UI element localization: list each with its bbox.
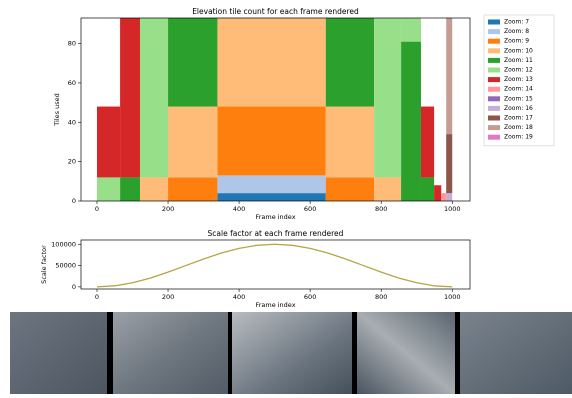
legend-label: Zoom: 12: [504, 67, 533, 74]
legend-swatch: [488, 39, 500, 44]
legend-swatch: [488, 48, 500, 53]
bar-segment: [217, 175, 325, 193]
frame-image: [113, 312, 228, 394]
x-tick-label: 400: [233, 205, 245, 213]
bar-segment: [434, 185, 441, 201]
chart-title: Elevation tile count for each frame rend…: [192, 7, 359, 16]
legend-label: Zoom: 15: [504, 95, 533, 102]
bar-segment: [217, 18, 325, 107]
y-axis-label: Scale factor: [40, 245, 48, 284]
y-tick-label: 80: [68, 40, 76, 48]
legend-swatch: [488, 96, 500, 101]
bar-segment: [168, 18, 217, 107]
legend-swatch: [488, 68, 500, 73]
y-tick-label: 100000: [51, 240, 76, 248]
bar-segment: [401, 42, 421, 201]
y-tick-label: 20: [68, 158, 76, 166]
bar-segment: [168, 177, 217, 201]
line: [97, 244, 452, 287]
legend-label: Zoom: 9: [504, 38, 529, 45]
bar-segment: [326, 177, 374, 201]
y-tick-label: 60: [68, 79, 76, 87]
legend-label: Zoom: 11: [504, 57, 533, 64]
bar-segment: [97, 107, 120, 178]
y-axis-label: Tiles used: [53, 93, 61, 126]
y-tick-label: 50000: [55, 262, 76, 270]
x-tick-label: 800: [375, 205, 387, 213]
bar-segment: [140, 177, 168, 201]
y-tick-label: 0: [72, 283, 76, 291]
bar-segment: [120, 18, 140, 177]
x-tick-label: 0: [95, 293, 99, 301]
frame-image: [357, 312, 455, 394]
legend-label: Zoom: 14: [504, 86, 533, 93]
separator: [107, 312, 113, 394]
legend-swatch: [488, 20, 500, 25]
bar-segment: [217, 193, 325, 201]
separator: [228, 312, 232, 394]
bar-segment: [421, 177, 434, 201]
legend-label: Zoom: 13: [504, 76, 533, 83]
legend-label: Zoom: 10: [504, 47, 533, 54]
y-tick-label: 40: [68, 118, 76, 126]
legend-label: Zoom: 19: [504, 134, 533, 141]
bar-segment: [446, 193, 452, 201]
x-tick-label: 400: [233, 293, 245, 301]
x-tick-label: 1000: [444, 293, 461, 301]
bar-segment: [374, 177, 401, 201]
bar-segment: [446, 18, 452, 134]
bar-segment: [374, 18, 401, 177]
legend-label: Zoom: 16: [504, 105, 533, 112]
x-tick-label: 600: [304, 205, 316, 213]
legend-label: Zoom: 18: [504, 124, 533, 131]
bar-segment: [326, 18, 374, 107]
x-tick-label: 200: [162, 293, 174, 301]
bar-segment: [140, 18, 168, 177]
legend-swatch: [488, 125, 500, 130]
legend-swatch: [488, 29, 500, 34]
frame-image: [232, 312, 352, 394]
legend-label: Zoom: 8: [504, 28, 529, 35]
x-tick-label: 600: [304, 293, 316, 301]
figure: Zoom: 7 Zoom: 8 Zoom: 9 Zoom: 10 Zoom: 11 Zoo…: [0, 0, 572, 394]
frame-image: [460, 312, 572, 394]
bar-segment: [97, 177, 120, 201]
bar-segment: [168, 107, 217, 178]
bar-segment: [120, 177, 140, 201]
bar-segment: [421, 107, 434, 178]
x-tick-label: 1000: [444, 205, 461, 213]
legend-swatch: [488, 87, 500, 92]
image-strip: [10, 312, 572, 394]
x-tick-label: 200: [162, 205, 174, 213]
legend-swatch: [488, 135, 500, 140]
bar-segment: [401, 18, 421, 42]
legend-swatch: [488, 77, 500, 82]
legend-swatch: [488, 106, 500, 111]
legend-swatch: [488, 58, 500, 63]
legend-label: Zoom: 7: [504, 19, 529, 26]
separator: [455, 312, 460, 394]
bar-segment: [441, 193, 446, 201]
legend-label: Zoom: 17: [504, 115, 533, 122]
y-tick-label: 0: [72, 197, 76, 205]
legend-swatch: [488, 116, 500, 121]
x-axis-label: Frame index: [255, 301, 295, 309]
frame-image: [10, 312, 107, 394]
bar-segment: [446, 134, 452, 193]
x-axis-label: Frame index: [255, 213, 295, 221]
bar-segment: [217, 107, 325, 176]
x-tick-label: 0: [95, 205, 99, 213]
separator: [352, 312, 357, 394]
page: Zoom: 7 Zoom: 8 Zoom: 9 Zoom: 10 Zoom: 11 Zoo…: [0, 0, 572, 394]
bar-segment: [326, 107, 374, 178]
x-tick-label: 800: [375, 293, 387, 301]
chart-title: Scale factor at each frame rendered: [208, 229, 344, 238]
